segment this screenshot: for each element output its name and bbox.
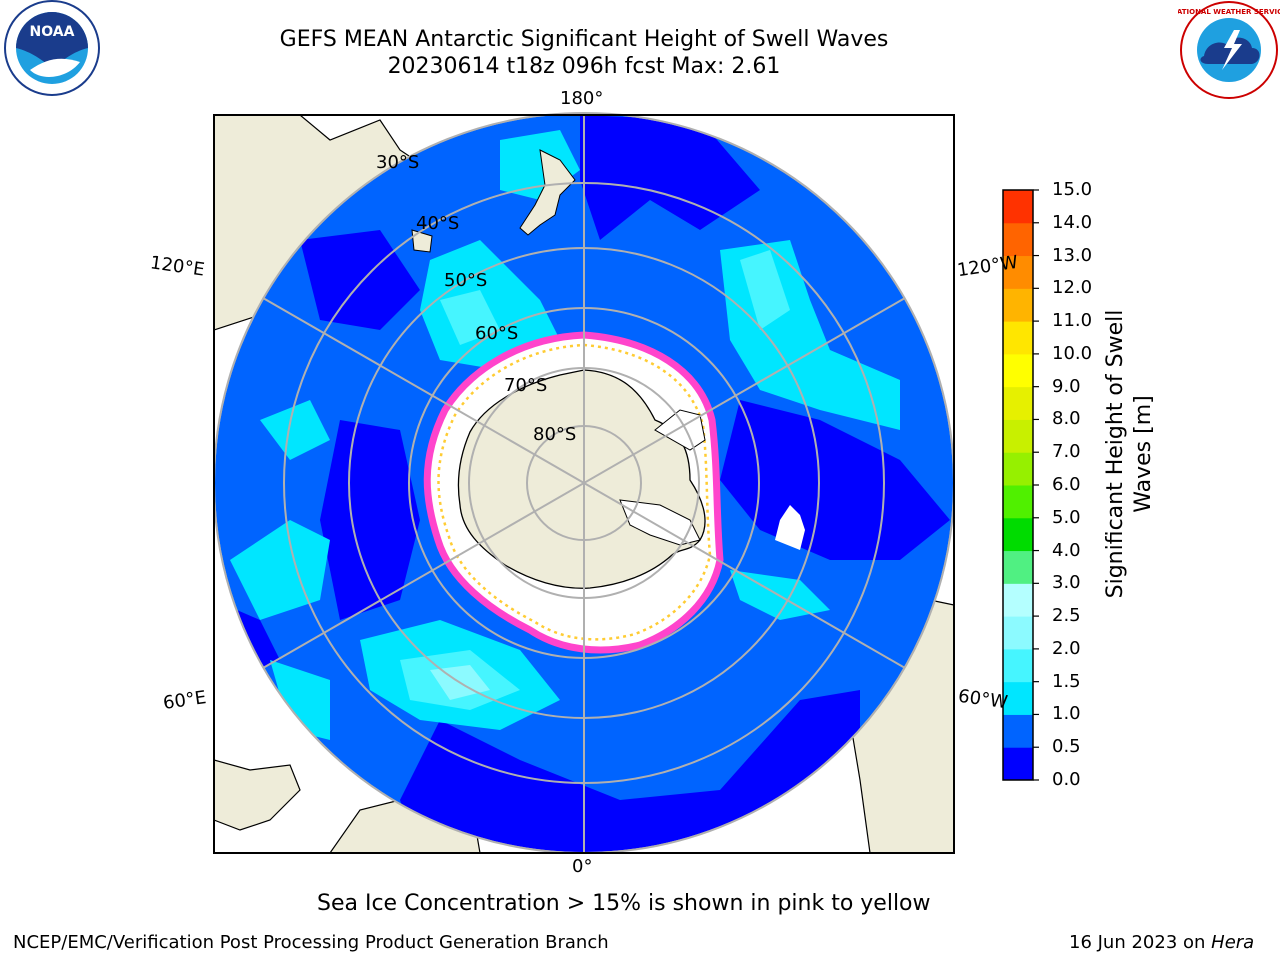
- noaa-logo: NOAA: [2, 0, 102, 104]
- colorbar-tick-label: 5.0: [1052, 506, 1081, 528]
- colorbar-tick-label: 13.0: [1052, 244, 1093, 266]
- lat-label-70s: 70°S: [504, 375, 548, 396]
- colorbar-segment: [1003, 681, 1033, 715]
- colorbar-tick-label: 12.0: [1052, 277, 1093, 299]
- colorbar-tick-label: 15.0: [1052, 179, 1093, 200]
- colorbar-tick-label: 9.0: [1052, 375, 1081, 397]
- meridian-label-180: 180°: [560, 88, 604, 109]
- sea-ice-note: Sea Ice Concentration > 15% is shown in …: [317, 891, 931, 916]
- nws-logo: NATIONAL WEATHER SERVICE: [1171, 0, 1280, 104]
- colorbar-segment: [1003, 419, 1033, 453]
- colorbar-segment: [1003, 452, 1033, 486]
- plot-subtitle: 20230614 t18z 096h fcst Max: 2.61: [387, 54, 781, 79]
- colorbar-tick-label: 6.0: [1052, 474, 1081, 495]
- colorbar-segment: [1003, 255, 1033, 289]
- graticule: [214, 113, 954, 853]
- plot-title: GEFS MEAN Antarctic Significant Height o…: [279, 27, 889, 52]
- colorbar-title-line2: Waves [m]: [1131, 395, 1156, 513]
- colorbar-title-line1: Significant Height of Swell: [1103, 309, 1128, 599]
- colorbar-tick-label: 0.5: [1052, 736, 1081, 758]
- colorbar-segment: [1003, 321, 1033, 355]
- lat-label-60s: 60°S: [475, 323, 519, 344]
- lat-label-30s: 30°S: [376, 152, 420, 173]
- colorbar-tick-label: 0.0: [1052, 769, 1081, 790]
- colorbar-segment: [1003, 222, 1033, 257]
- colorbar-tick-label: 10.0: [1052, 342, 1093, 364]
- colorbar-tick-label: 11.0: [1052, 310, 1093, 332]
- colorbar: [1002, 189, 1039, 781]
- colorbar-segment: [1003, 288, 1033, 322]
- map-frame: [213, 114, 955, 854]
- colorbar-tick-label: 3.0: [1052, 572, 1081, 594]
- colorbar-tick-label: 2.5: [1052, 605, 1081, 627]
- colorbar-segment: [1003, 714, 1033, 748]
- colorbar-segment: [1003, 386, 1033, 420]
- footer-date-text: 16 Jun 2023 on: [1069, 932, 1212, 953]
- nws-logo-text: NATIONAL WEATHER SERVICE: [1178, 8, 1280, 16]
- lat-label-40s: 40°S: [416, 213, 460, 234]
- noaa-logo-text: NOAA: [30, 24, 75, 40]
- colorbar-segment: [1003, 353, 1033, 388]
- colorbar-tick-label: 14.0: [1052, 211, 1093, 233]
- antarctica: [457, 369, 706, 589]
- footer-date: 16 Jun 2023 on Hera: [1069, 932, 1254, 953]
- colorbar-segment: [1003, 747, 1033, 781]
- colorbar-segment: [1003, 485, 1033, 519]
- colorbar-segment: [1003, 648, 1033, 683]
- colorbar-tick-label: 1.5: [1052, 670, 1081, 692]
- colorbar-tick-label: 7.0: [1052, 441, 1081, 463]
- colorbar-segment: [1003, 190, 1033, 224]
- lat-label-80s: 80°S: [533, 424, 577, 445]
- footer-host: Hera: [1211, 932, 1255, 953]
- colorbar-tick-label: 1.0: [1052, 703, 1081, 725]
- footer-credit: NCEP/EMC/Verification Post Processing Pr…: [13, 932, 609, 953]
- colorbar-segment: [1003, 583, 1033, 617]
- colorbar-tick-label: 8.0: [1052, 408, 1081, 430]
- small-landmasses: [411, 149, 805, 550]
- colorbar-segment: [1003, 616, 1033, 650]
- meridian-label-0: 0°: [572, 856, 593, 877]
- colorbar-segment: [1003, 517, 1033, 552]
- colorbar-segment: [1003, 550, 1033, 584]
- colorbar-tick-label: 2.0: [1052, 637, 1081, 659]
- colorbar-tick-label: 4.0: [1052, 539, 1081, 561]
- colorbar-title: Significant Height of Swell Waves [m]: [1102, 274, 1158, 634]
- lat-label-50s: 50°S: [444, 270, 488, 291]
